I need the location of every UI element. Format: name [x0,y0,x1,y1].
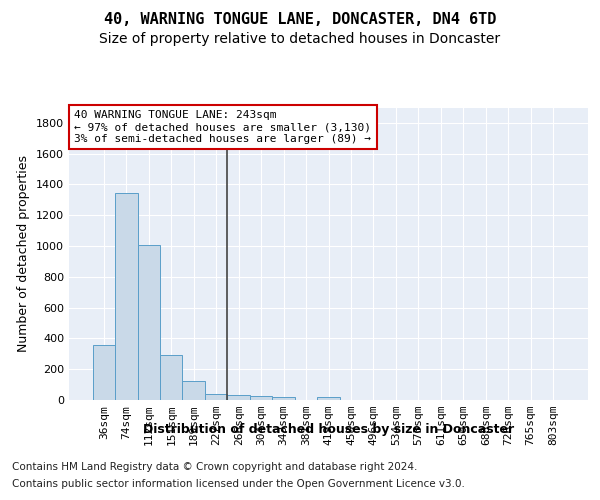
Bar [160,356,182,400]
Bar [317,397,340,400]
Bar [115,193,137,400]
Text: Contains public sector information licensed under the Open Government Licence v3: Contains public sector information licen… [12,479,465,489]
Bar [250,396,272,400]
Y-axis label: Number of detached properties: Number of detached properties [17,155,31,352]
Bar [227,395,250,400]
Bar [205,394,227,400]
Bar [92,346,115,400]
Text: Distribution of detached houses by size in Doncaster: Distribution of detached houses by size … [143,422,514,436]
Bar [182,381,205,400]
Text: Contains HM Land Registry data © Crown copyright and database right 2024.: Contains HM Land Registry data © Crown c… [12,462,418,472]
Bar [137,244,160,400]
Text: 40 WARNING TONGUE LANE: 243sqm
← 97% of detached houses are smaller (3,130)
3% o: 40 WARNING TONGUE LANE: 243sqm ← 97% of … [74,110,371,144]
Bar [272,397,295,400]
Text: 40, WARNING TONGUE LANE, DONCASTER, DN4 6TD: 40, WARNING TONGUE LANE, DONCASTER, DN4 … [104,12,496,28]
Text: Size of property relative to detached houses in Doncaster: Size of property relative to detached ho… [100,32,500,46]
